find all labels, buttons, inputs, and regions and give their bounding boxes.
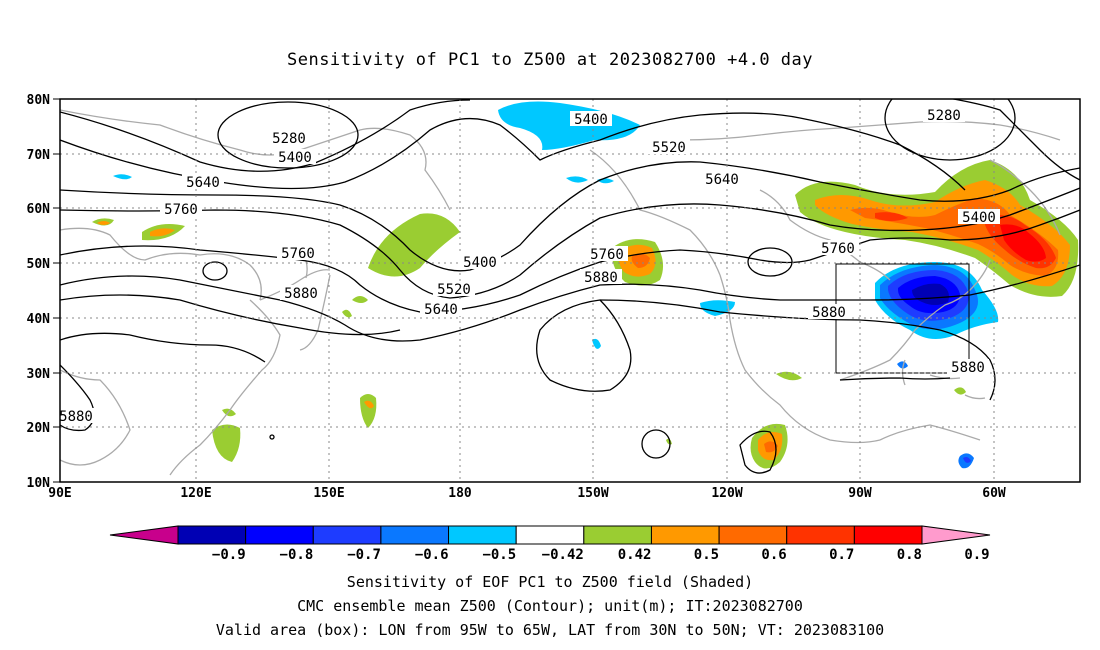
- colorbar-label: −0.7: [347, 547, 381, 563]
- contour-label: 5640: [424, 302, 458, 318]
- lat-label: 20N: [27, 421, 51, 436]
- lon-label: 120E: [180, 486, 211, 501]
- lat-label: 60N: [27, 202, 51, 217]
- colorbar-label: 0.5: [694, 547, 719, 563]
- colorbar-swatch: [515, 525, 585, 545]
- contour-label: 5400: [574, 112, 608, 128]
- contour-label: 5400: [278, 150, 312, 166]
- colorbar-swatch: [583, 525, 652, 545]
- colorbar-swatch: [312, 525, 382, 545]
- lat-label: 10N: [27, 476, 51, 491]
- lat-label: 70N: [27, 148, 51, 163]
- lon-label: 150W: [577, 486, 608, 501]
- colorbar-swatch: [718, 525, 788, 545]
- colorbar: −0.9 −0.8 −0.7 −0.6 −0.5 −0.42 0.42 0.5 0.6 0.7 0.…: [109, 525, 991, 563]
- contour-label: 5280: [927, 108, 961, 124]
- contour-label: 5280: [272, 131, 306, 147]
- colorbar-label: 0.9: [964, 547, 989, 563]
- contour-label: 5400: [962, 210, 996, 226]
- lat-label: 40N: [27, 312, 51, 327]
- colorbar-arrow-low: [109, 525, 179, 545]
- colorbar-swatch: [650, 525, 720, 545]
- lat-label: 50N: [27, 257, 51, 272]
- pos-patch-pacific-south: [360, 394, 377, 428]
- lon-label: 90E: [48, 486, 71, 501]
- colorbar-label: 0.8: [897, 547, 922, 563]
- sensitivity-shading: [92, 101, 1079, 469]
- neg-patch-small: [592, 338, 601, 349]
- colorbar-label: −0.5: [482, 547, 516, 563]
- colorbar-swatch: [177, 525, 247, 545]
- contour-label: 5640: [186, 175, 220, 191]
- coastlines: [60, 109, 1061, 476]
- lon-label: 60W: [982, 486, 1006, 501]
- contour-label: 5880: [812, 305, 846, 321]
- contour-label: 5520: [652, 140, 686, 156]
- colorbar-label: −0.9: [212, 547, 246, 563]
- contour-label: 5760: [821, 241, 855, 257]
- lon-label: 180: [448, 486, 472, 501]
- pos-patch-siberia: [368, 213, 460, 277]
- contour-label: 5880: [584, 270, 618, 286]
- colorbar-label: −0.8: [280, 547, 314, 563]
- lon-label: 90W: [848, 486, 872, 501]
- colorbar-swatch: [786, 525, 855, 545]
- colorbar-arrow-high: [921, 525, 991, 545]
- caption-line-3: Valid area (box): LON from 95W to 65W, L…: [215, 621, 885, 639]
- contour-labels: 5280 5400 5640 5760 5760 5880 5400 5520 …: [59, 107, 1000, 425]
- contour-label: 5640: [705, 172, 739, 188]
- lat-labels: 80N 70N 60N 50N 40N 30N 20N 10N: [27, 93, 51, 491]
- neg-patch-arctic: [498, 101, 640, 150]
- contour-label: 5880: [59, 409, 93, 425]
- lon-labels: 90E 120E 150E 180 150W 120W 90W 60W: [48, 486, 1006, 501]
- contour-label: 5760: [281, 246, 315, 262]
- colorbar-swatch: [380, 525, 450, 545]
- pos-patch-philippines: [212, 424, 241, 462]
- neg-patch-small: [113, 174, 132, 180]
- neg-patch-florida: [897, 361, 908, 369]
- colorbar-swatch: [245, 525, 314, 545]
- lon-label: 150E: [313, 486, 344, 501]
- lat-label: 80N: [27, 93, 51, 108]
- colorbar-label: 0.7: [829, 547, 854, 563]
- colorbar-swatch: [853, 525, 923, 545]
- colorbar-swatch: [448, 525, 517, 545]
- contour-label: 5520: [437, 282, 471, 298]
- lat-ticks: [53, 98, 60, 483]
- neg-patch-small: [566, 176, 588, 183]
- plot-frame: [59, 98, 1081, 483]
- map-title: Sensitivity of PC1 to Z500 at 2023082700…: [286, 50, 813, 70]
- caption-line-1: Sensitivity of EOF PC1 to Z500 field (Sh…: [346, 573, 754, 591]
- colorbar-label: 0.42: [618, 547, 652, 563]
- colorbar-label: 0.6: [761, 547, 786, 563]
- contour-label: 5880: [951, 360, 985, 376]
- caption-line-2: CMC ensemble mean Z500 (Contour); unit(m…: [297, 597, 803, 615]
- colorbar-label: −0.42: [542, 547, 584, 563]
- graticule: [60, 99, 1080, 482]
- contour-label: 5760: [164, 202, 198, 218]
- lat-label: 30N: [27, 367, 51, 382]
- colorbar-label: −0.6: [415, 547, 449, 563]
- contour-label: 5400: [463, 255, 497, 271]
- contour-label: 5880: [284, 286, 318, 302]
- contour-label: 5760: [590, 247, 624, 263]
- lon-label: 120W: [711, 486, 742, 501]
